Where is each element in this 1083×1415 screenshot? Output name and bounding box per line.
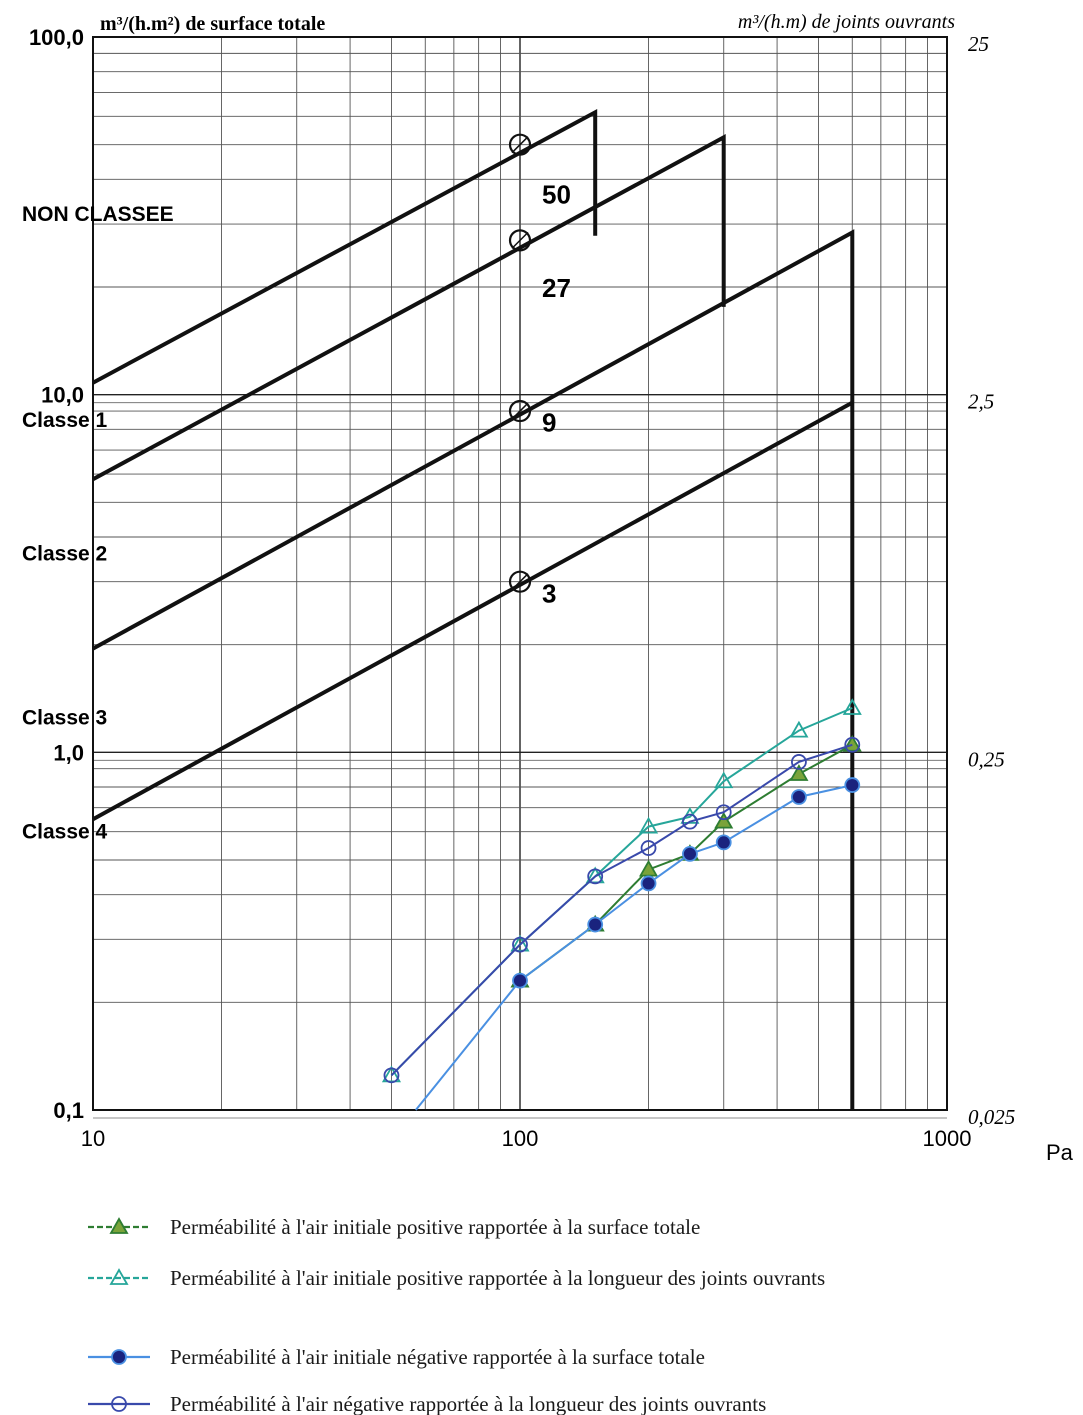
left-axis-title: m³/(h.m²) de surface totale bbox=[100, 13, 325, 35]
series-4 bbox=[383, 736, 861, 1084]
y-tick-label: 100,0 bbox=[29, 25, 84, 50]
class-reference-circle bbox=[508, 133, 532, 156]
data-point-circle bbox=[111, 1349, 127, 1365]
y-tick-label: 10,0 bbox=[41, 383, 84, 408]
legend-entry-1: Perméabilité à l'air initiale positive r… bbox=[88, 1215, 700, 1239]
data-point-circle bbox=[640, 875, 657, 892]
data-point-circle bbox=[682, 813, 698, 830]
class-reference-stroke bbox=[511, 402, 529, 420]
data-point-circle bbox=[587, 916, 604, 933]
data-series bbox=[381, 698, 862, 1111]
data-point-triangle bbox=[842, 734, 862, 752]
data-point-triangle bbox=[638, 816, 659, 834]
class-limit-line bbox=[92, 134, 726, 482]
legend-label: Perméabilité à l'air initiale négative r… bbox=[170, 1345, 705, 1369]
legend-entry-4: Perméabilité à l'air négative rapportée … bbox=[88, 1392, 766, 1415]
data-point-triangle bbox=[789, 764, 809, 781]
class-label: Classe 3 bbox=[22, 707, 107, 730]
class-reference-circle bbox=[508, 229, 532, 252]
data-point-circle bbox=[682, 846, 698, 862]
legend-entry-2: Perméabilité à l'air initiale positive r… bbox=[88, 1266, 825, 1290]
y-tick-label: 1,0 bbox=[53, 740, 84, 765]
data-point-triangle bbox=[714, 771, 734, 789]
class-reference-stroke bbox=[511, 231, 529, 249]
series-1 bbox=[510, 734, 862, 988]
right-tick-label: 25 bbox=[968, 32, 989, 56]
class-label: Classe 2 bbox=[22, 542, 107, 565]
series-3 bbox=[415, 777, 861, 1111]
class-label: Classe 1 bbox=[22, 409, 108, 432]
class-limit-label: 27 bbox=[542, 273, 571, 303]
data-point-circle bbox=[844, 777, 861, 793]
data-point-circle bbox=[587, 868, 604, 885]
class-limit-line bbox=[92, 400, 854, 821]
class-reference-stroke bbox=[511, 573, 529, 591]
series-line bbox=[415, 784, 853, 1111]
x-unit-label: Pa bbox=[1046, 1140, 1074, 1165]
class-limit-lines: 50 27 9 3 bbox=[92, 108, 855, 1110]
data-point-triangle bbox=[842, 698, 862, 715]
series-line bbox=[390, 707, 853, 1077]
right-tick-label: 2,5 bbox=[968, 390, 994, 414]
data-point-circle bbox=[383, 1067, 400, 1084]
class-reference-circle bbox=[508, 399, 532, 423]
x-tick-label: 100 bbox=[502, 1126, 539, 1151]
data-point-triangle bbox=[638, 859, 659, 877]
data-point-circle bbox=[640, 840, 657, 856]
x-tick-label: 10 bbox=[81, 1126, 105, 1151]
data-point-circle bbox=[715, 804, 732, 821]
legend-label: Perméabilité à l'air négative rapportée … bbox=[170, 1392, 766, 1415]
series-2 bbox=[381, 698, 862, 1083]
class-limit-label: 9 bbox=[542, 408, 556, 438]
axis-text: m³/(h.m²) de surface totale m³/(h.m) de … bbox=[22, 11, 1074, 1165]
class-label: Classe 4 bbox=[22, 821, 108, 844]
class-reference-circle bbox=[508, 570, 532, 593]
data-point-triangle bbox=[109, 1217, 129, 1234]
series-line bbox=[390, 743, 853, 1077]
class-limit-line bbox=[92, 229, 855, 1110]
data-point-triangle bbox=[789, 720, 809, 738]
class-limit-label: 3 bbox=[542, 578, 556, 608]
data-point-circle bbox=[791, 789, 807, 805]
x-tick-label: 1000 bbox=[923, 1126, 972, 1151]
legend-label: Perméabilité à l'air initiale positive r… bbox=[170, 1215, 700, 1239]
right-tick-label: 0,025 bbox=[968, 1105, 1015, 1129]
right-axis-title: m³/(h.m) de joints ouvrants bbox=[738, 11, 955, 33]
data-point-triangle bbox=[510, 934, 530, 952]
data-point-circle bbox=[512, 936, 528, 953]
data-point-circle bbox=[111, 1396, 127, 1412]
class-limit-label: 50 bbox=[542, 180, 571, 210]
data-point-circle bbox=[715, 834, 732, 851]
data-point-triangle bbox=[109, 1268, 129, 1285]
data-point-triangle bbox=[381, 1065, 402, 1083]
data-point-circle bbox=[844, 736, 861, 753]
data-point-circle bbox=[512, 972, 528, 989]
data-point-triangle bbox=[714, 811, 734, 829]
legend-label: Perméabilité à l'air initiale positive r… bbox=[170, 1266, 825, 1290]
plot-frame bbox=[92, 36, 948, 1111]
class-limit-line bbox=[92, 108, 598, 385]
class-reference-stroke bbox=[511, 136, 529, 154]
right-tick-label: 0,25 bbox=[968, 747, 1005, 771]
y-tick-label: 0,1 bbox=[53, 1098, 84, 1123]
data-point-circle bbox=[791, 754, 807, 770]
legend: Perméabilité à l'air initiale positive r… bbox=[88, 1215, 825, 1415]
class-label: NON CLASSEE bbox=[22, 203, 174, 226]
legend-entry-3: Perméabilité à l'air initiale négative r… bbox=[88, 1345, 705, 1369]
